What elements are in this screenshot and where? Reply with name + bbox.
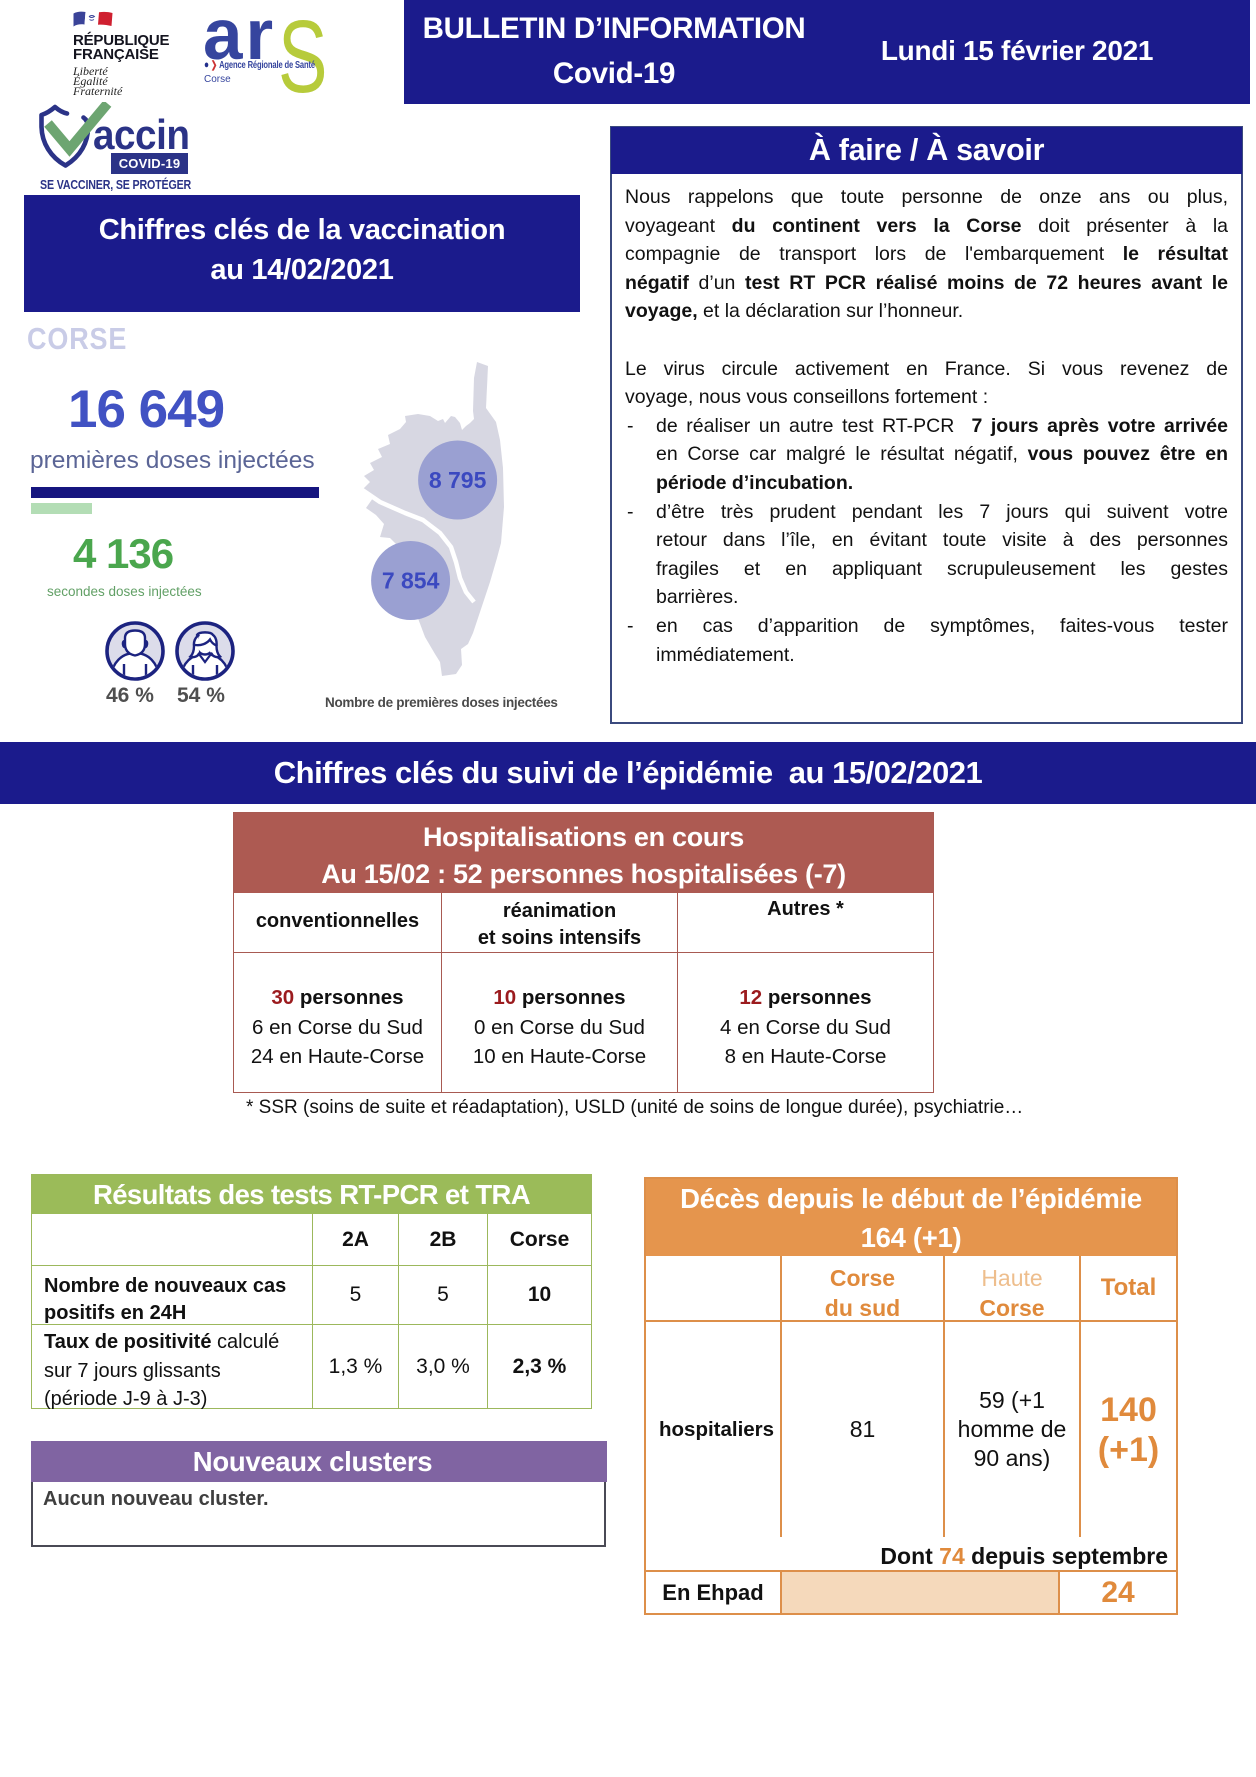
- svg-text:7 854: 7 854: [382, 568, 440, 594]
- svg-text:8 795: 8 795: [429, 467, 487, 493]
